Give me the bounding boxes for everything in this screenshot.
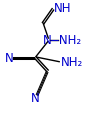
Text: N: N	[43, 34, 52, 47]
Text: NH₂: NH₂	[61, 56, 83, 69]
Text: N: N	[5, 52, 14, 65]
Text: NH: NH	[54, 2, 71, 15]
Text: −NH₂: −NH₂	[49, 34, 82, 47]
Text: N: N	[31, 92, 40, 105]
